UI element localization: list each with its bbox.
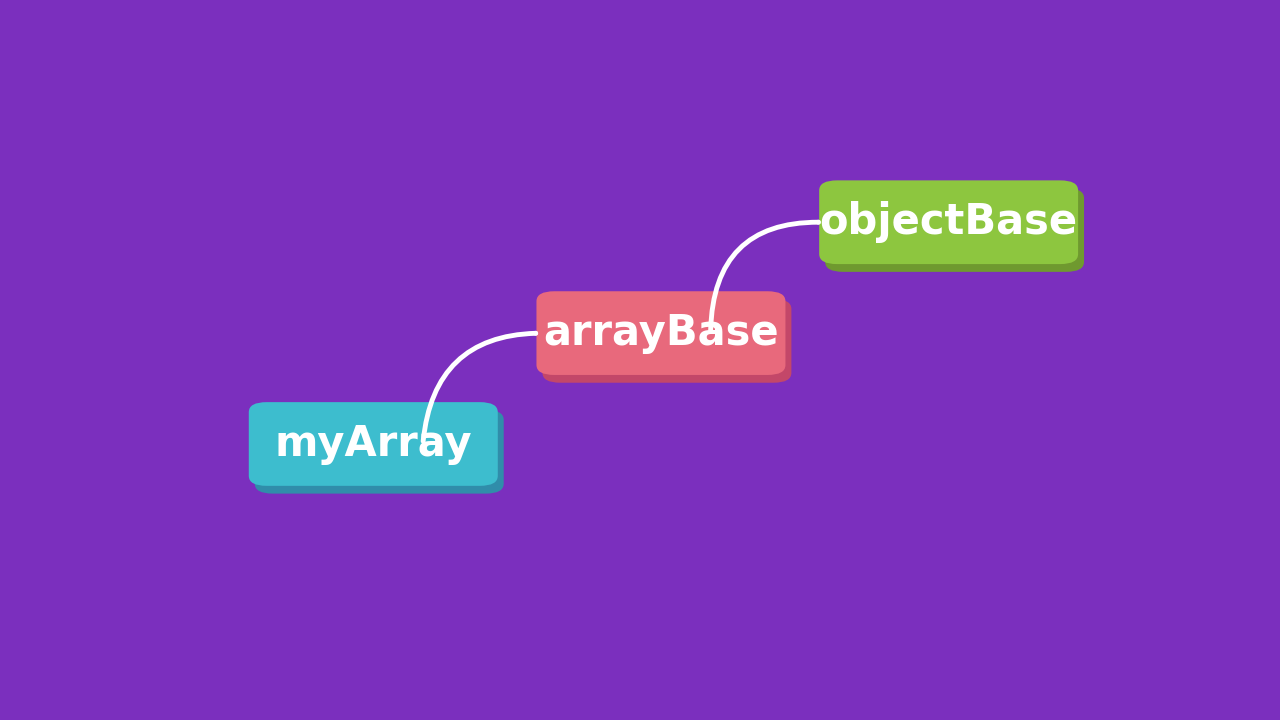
FancyBboxPatch shape [826, 188, 1084, 272]
FancyBboxPatch shape [543, 299, 791, 383]
Text: objectBase: objectBase [819, 201, 1078, 243]
FancyArrowPatch shape [710, 222, 818, 330]
FancyArrowPatch shape [424, 333, 536, 441]
FancyBboxPatch shape [248, 402, 498, 486]
Text: arrayBase: arrayBase [543, 312, 778, 354]
FancyBboxPatch shape [819, 181, 1078, 264]
FancyBboxPatch shape [255, 410, 504, 494]
Text: myArray: myArray [274, 423, 472, 465]
FancyBboxPatch shape [536, 292, 786, 375]
